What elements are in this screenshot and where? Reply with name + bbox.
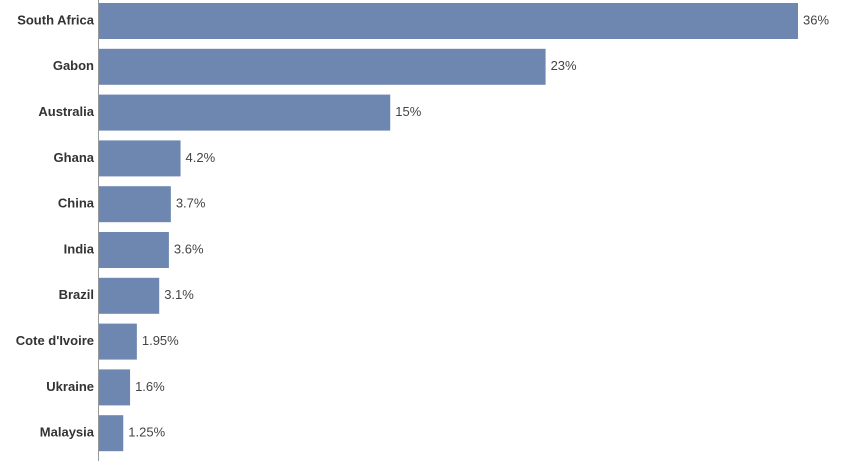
value-label: 1.95% [142,333,179,348]
value-label: 4.2% [186,150,216,165]
value-label: 3.7% [176,196,206,211]
value-label: 1.6% [135,379,165,394]
value-label: 15% [395,104,421,119]
category-label: Australia [38,104,94,119]
bar [99,48,546,85]
bar [99,140,181,177]
bar [99,3,798,39]
bar [99,186,171,223]
value-label: 23% [551,58,577,73]
value-label: 1.25% [128,425,165,440]
bar [99,232,169,268]
value-label: 3.1% [164,287,194,302]
category-label: Gabon [53,58,94,73]
category-label: Malaysia [40,425,95,440]
category-label: China [58,196,95,211]
value-label: 3.6% [174,241,204,256]
category-label: Cote d'Ivoire [16,333,94,348]
category-label: Brazil [59,287,94,302]
bar [99,369,131,406]
value-label: 36% [803,12,829,27]
category-label: Ukraine [46,379,94,394]
bar [99,277,160,314]
category-label: Ghana [54,150,95,165]
bar [99,94,391,131]
bar [99,415,124,452]
category-label: South Africa [17,12,95,27]
category-label: India [64,241,95,256]
bar [99,323,137,360]
